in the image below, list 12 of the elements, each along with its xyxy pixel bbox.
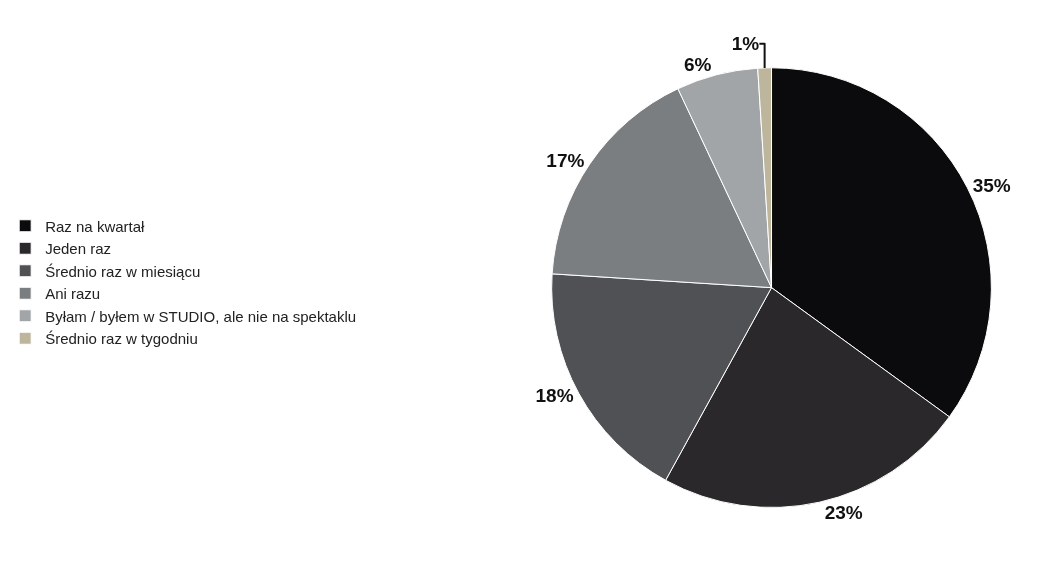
legend-label: Średnio raz w miesiącu [45,262,201,280]
legend-label: Byłam / byłem w STUDIO, ale nie na spektaklu [45,307,357,325]
data-label: 35% [972,175,1011,197]
data-label: 23% [824,501,863,523]
data-label: 6% [684,54,712,76]
legend-label: Ani razu [45,285,101,303]
data-label: 1% [731,33,760,55]
data-label: 18% [535,385,574,407]
legend-label: Średnio raz w tygodniu [45,330,198,348]
legend-label: Jeden raz [45,240,112,258]
legend-label: Raz na kwartał [45,217,146,235]
data-label: 17% [546,150,585,172]
